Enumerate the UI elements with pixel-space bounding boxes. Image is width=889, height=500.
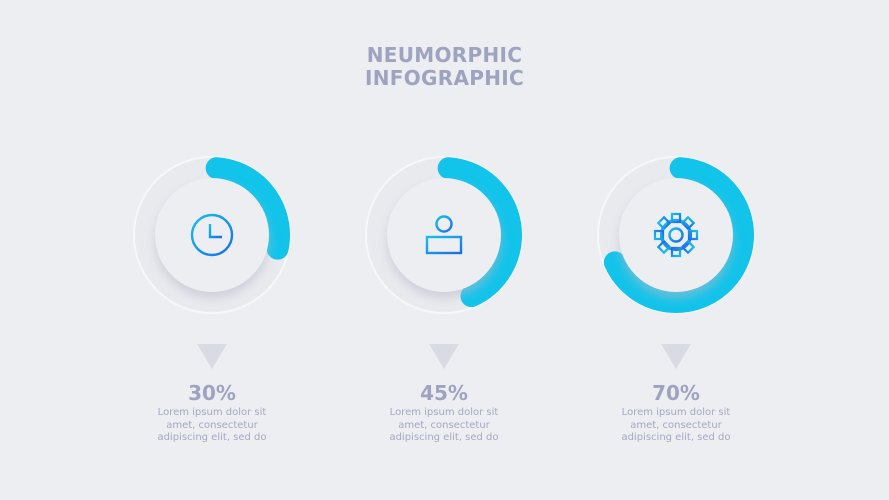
progress-ring xyxy=(597,156,755,314)
percent-label: 45% xyxy=(420,381,468,405)
pointer-triangle xyxy=(197,344,227,369)
inner-disc xyxy=(387,178,501,292)
description: Lorem ipsum dolor sit amet, consectetur … xyxy=(157,407,267,443)
progress-arc xyxy=(134,157,290,313)
page-title: NEUMORPHIC INFOGRAPHIC xyxy=(365,43,524,90)
user-icon xyxy=(425,215,463,255)
progress-arc xyxy=(366,157,522,313)
inner-disc xyxy=(155,178,269,292)
progress-arc xyxy=(598,157,754,313)
percent-label: 30% xyxy=(188,381,236,405)
percent-label: 70% xyxy=(652,381,700,405)
pointer-triangle xyxy=(429,344,459,369)
progress-ring xyxy=(365,156,523,314)
description: Lorem ipsum dolor sit amet, consectetur … xyxy=(389,407,499,443)
description: Lorem ipsum dolor sit amet, consectetur … xyxy=(621,407,731,443)
infographic-item: 30% Lorem ipsum dolor sit amet, consecte… xyxy=(117,150,307,445)
progress-ring xyxy=(133,156,291,314)
pointer-triangle xyxy=(661,344,691,369)
infographic-item: 70% Lorem ipsum dolor sit amet, consecte… xyxy=(581,150,771,445)
clock-icon xyxy=(190,213,234,257)
infographic-item: 45% Lorem ipsum dolor sit amet, consecte… xyxy=(349,150,539,445)
gear-icon xyxy=(653,212,699,258)
